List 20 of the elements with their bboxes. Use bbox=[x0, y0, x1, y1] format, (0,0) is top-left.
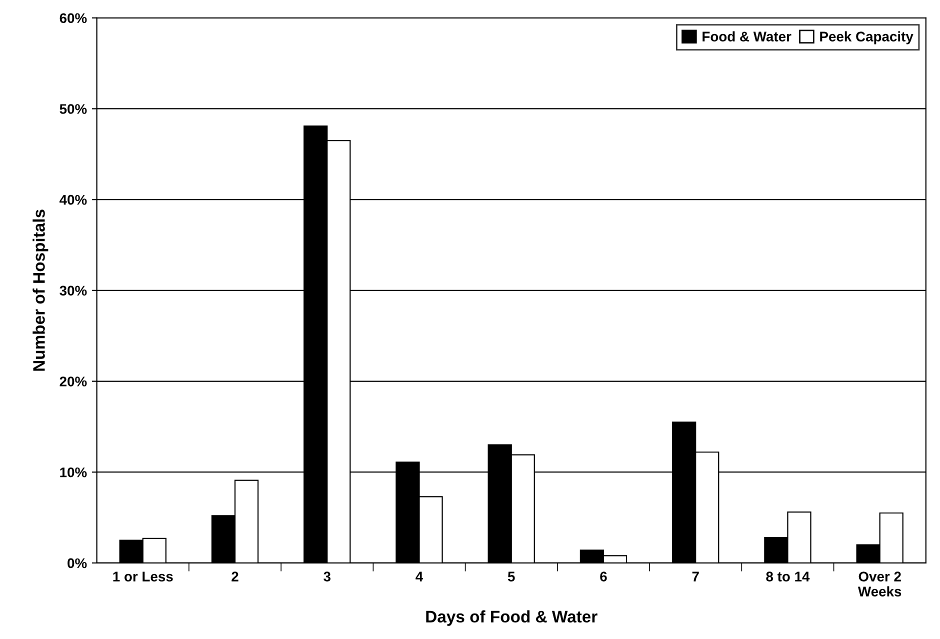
x-tick-label: Over 2 Weeks bbox=[858, 572, 902, 596]
x-tick-label: 8 to 14 bbox=[766, 572, 810, 582]
x-tick-label: 6 bbox=[600, 572, 607, 582]
y-tick-label: 10% bbox=[60, 467, 87, 478]
y-tick-label: 40% bbox=[60, 194, 87, 205]
x-tick-label: 3 bbox=[324, 572, 330, 582]
x-tick-label: 2 bbox=[232, 572, 238, 582]
y-tick-label: 20% bbox=[60, 376, 87, 386]
x-tick-label: 7 bbox=[692, 572, 699, 582]
x-tick-label: 1 or Less bbox=[113, 572, 173, 582]
y-tick-label: 30% bbox=[60, 286, 87, 296]
x-tick-label: 4 bbox=[416, 572, 424, 582]
y-tick-label: 60% bbox=[60, 13, 87, 24]
x-axis-title: Days of Food & Water bbox=[426, 610, 598, 626]
x-tick-label: 5 bbox=[508, 572, 515, 582]
y-axis-title: Number of Hospitals bbox=[32, 210, 48, 371]
legend-label: Peek Capacity bbox=[820, 31, 914, 44]
legend-label: Food & Water bbox=[702, 31, 792, 42]
y-tick-label: 50% bbox=[60, 104, 87, 114]
y-tick-label: 0% bbox=[68, 558, 87, 568]
